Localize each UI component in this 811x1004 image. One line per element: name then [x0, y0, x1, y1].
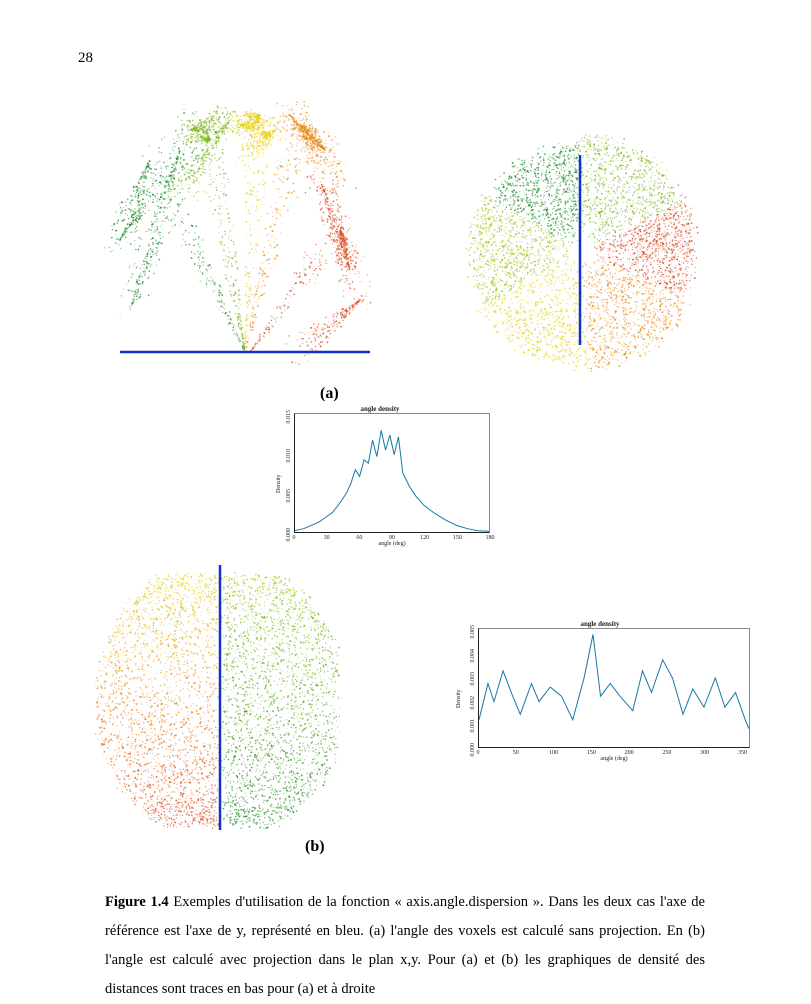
tree-b-svg [80, 565, 340, 835]
chart-a-xlabel: angle (deg) [294, 541, 490, 547]
subfigure-label-b: (b) [305, 838, 325, 856]
density-chart-b: angle density Density 0.0000.0010.0020.0… [450, 620, 750, 780]
page-number: 28 [78, 50, 93, 67]
chart-b-svg [479, 629, 749, 747]
figure-b-row: angle density Density 0.0000.0010.0020.0… [80, 565, 720, 845]
figure-a-row [90, 90, 730, 380]
subfigure-label-a: (a) [320, 385, 339, 403]
chart-b-title: angle density [450, 620, 750, 628]
tree-b-view [80, 565, 340, 835]
tree-side-view [90, 90, 380, 380]
figure-caption-text: Exemples d'utilisation de la fonction « … [105, 894, 705, 997]
figure-caption-label: Figure 1.4 [105, 894, 169, 910]
chart-a-svg [295, 414, 489, 532]
tree-top-svg [450, 120, 710, 380]
chart-b-ylabel: Density [456, 689, 462, 708]
tree-side-svg [90, 90, 380, 380]
figure-caption: Figure 1.4 Exemples d'utilisation de la … [105, 888, 705, 1004]
chart-b-xticks: 050100150200250300350 [478, 748, 750, 756]
chart-a-xticks: 0306090120150180 [294, 533, 490, 541]
density-chart-a: angle density Density 0.0000.0050.0100.0… [270, 405, 490, 555]
chart-a-title: angle density [270, 405, 490, 413]
tree-top-view [450, 120, 710, 380]
chart-b-xlabel: angle (deg) [478, 756, 750, 762]
chart-a-ylabel: Density [276, 474, 282, 493]
